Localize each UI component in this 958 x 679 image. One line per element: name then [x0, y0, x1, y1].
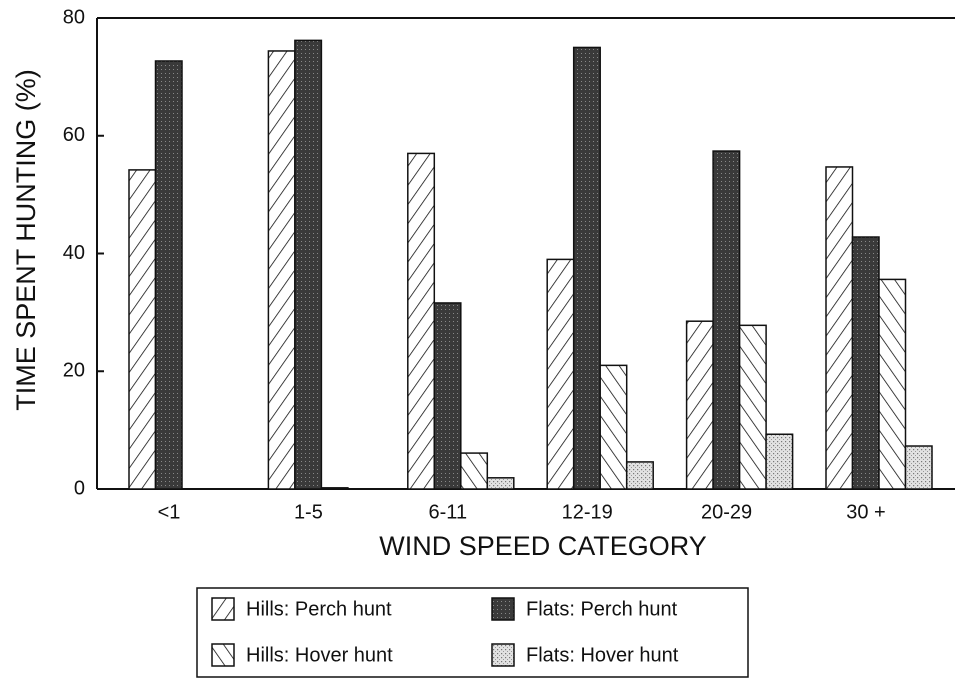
bar: [486, 477, 515, 490]
bar: [712, 150, 741, 490]
y-tick-label: 40: [63, 242, 85, 264]
bar: [904, 445, 933, 490]
x-tick-label: 1-5: [294, 501, 323, 523]
legend-swatch: [491, 643, 515, 667]
x-tick-label: <1: [158, 501, 181, 523]
y-axis-title: TIME SPENT HUNTING (%): [11, 69, 41, 411]
bar: [128, 169, 157, 490]
legend-label: Flats: Hover hunt: [526, 644, 679, 666]
bar: [294, 39, 323, 490]
legend-label: Flats: Perch hunt: [526, 598, 678, 620]
bar: [851, 236, 880, 490]
x-tick-label: 6-11: [429, 501, 468, 523]
bar: [878, 278, 907, 490]
bar: [407, 152, 436, 490]
bar: [765, 433, 794, 490]
x-tick-label: 30 +: [846, 501, 885, 523]
x-tick-label: 12-19: [562, 501, 613, 523]
y-tick-label: 80: [63, 6, 85, 28]
y-tick-label: 0: [74, 477, 85, 499]
legend-swatch: [211, 597, 235, 621]
bar: [572, 46, 601, 490]
bar: [685, 320, 714, 490]
bar: [825, 166, 854, 490]
x-axis-title: WIND SPEED CATEGORY: [379, 531, 707, 561]
legend-swatch: [491, 597, 515, 621]
legend-swatch: [211, 643, 235, 667]
legend-label: Hills: Perch hunt: [246, 598, 392, 620]
y-tick-label: 20: [63, 360, 85, 382]
x-tick-label: 20-29: [701, 501, 752, 523]
bar: [267, 50, 296, 490]
bar: [460, 452, 489, 490]
bar: [599, 364, 628, 490]
bar: [320, 487, 349, 490]
bar: [433, 302, 462, 490]
legend-box: [196, 587, 749, 678]
legend-label: Hills: Hover hunt: [246, 644, 393, 666]
bar: [625, 461, 654, 490]
bar: [738, 324, 767, 490]
y-tick-label: 60: [63, 124, 85, 146]
bar: [546, 258, 575, 490]
bar: [154, 60, 183, 490]
